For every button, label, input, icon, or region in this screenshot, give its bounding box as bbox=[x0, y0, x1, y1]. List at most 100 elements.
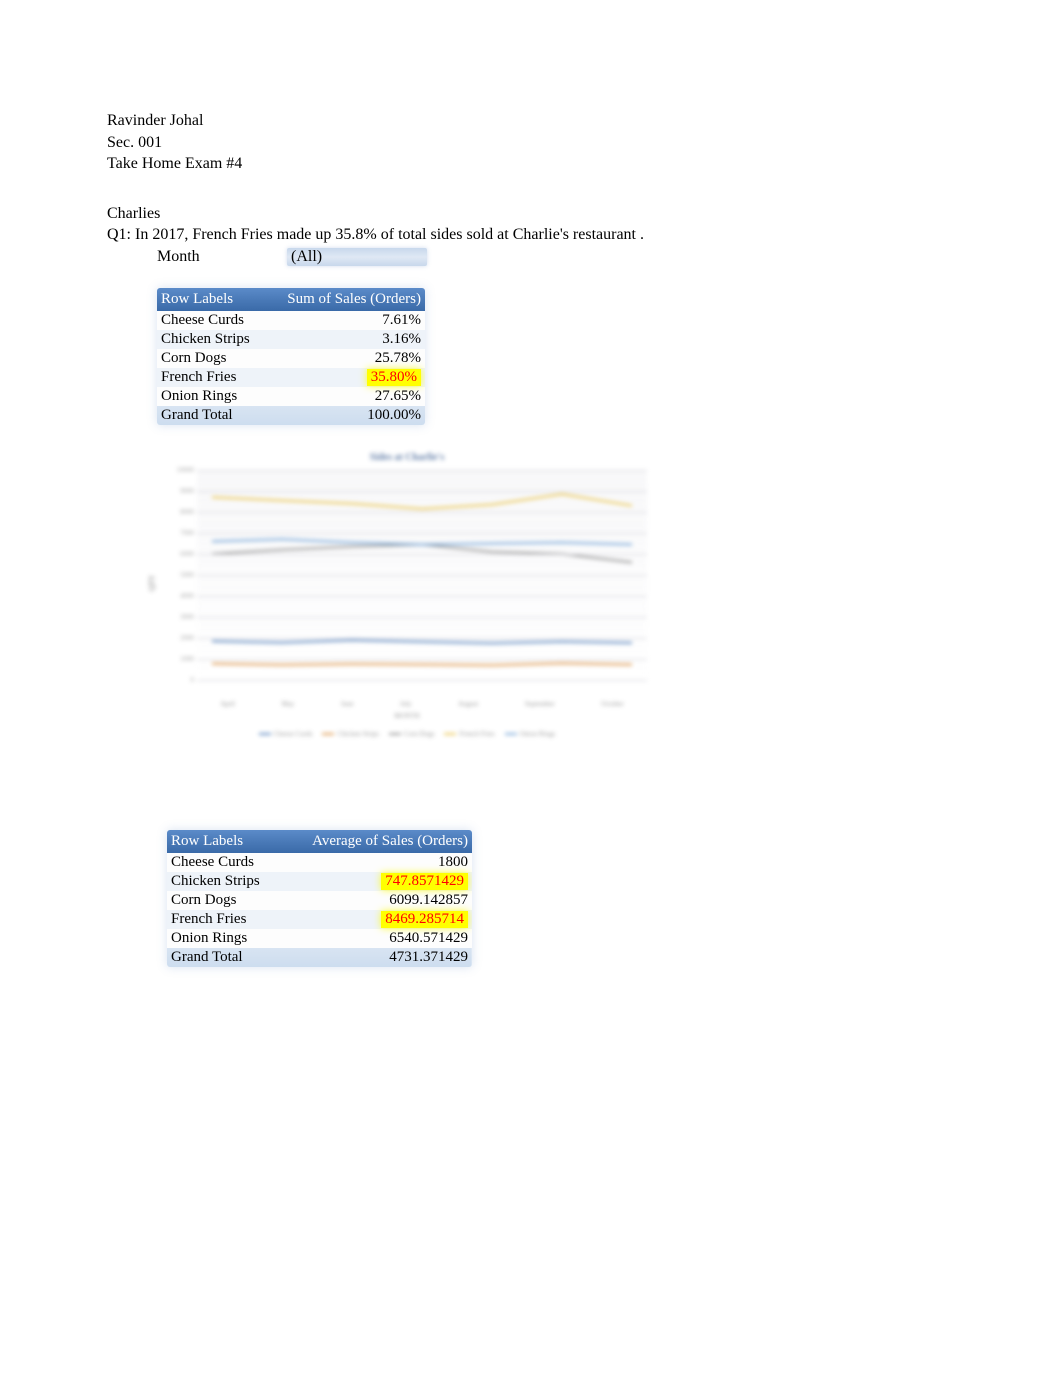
legend-label: Corn Dogs bbox=[404, 730, 435, 738]
legend-label: Onion Rings bbox=[520, 730, 556, 738]
chart-ytick: 6000 bbox=[172, 550, 194, 558]
grand-total-value: 4731.371429 bbox=[280, 948, 472, 967]
chart-series-line bbox=[212, 494, 632, 509]
table-row: Chicken Strips3.16% bbox=[157, 330, 425, 349]
legend-label: Chicken Strips bbox=[337, 730, 378, 738]
chart-yaxis-label: QTY bbox=[148, 575, 157, 591]
row-label: Onion Rings bbox=[157, 387, 266, 406]
row-value: 25.78% bbox=[266, 349, 425, 368]
row-value: 6099.142857 bbox=[280, 891, 472, 910]
highlighted-value: 747.8571429 bbox=[381, 873, 468, 890]
table-row: Cheese Curds7.61% bbox=[157, 311, 425, 330]
table-row: French Fries 35.80% bbox=[157, 368, 425, 387]
chart-legend: Cheese Curds Chicken Strips Corn Dogs Frenc… bbox=[157, 730, 657, 738]
row-label: Corn Dogs bbox=[167, 891, 280, 910]
section-title: Charlies bbox=[107, 203, 955, 225]
table-row: Chicken Strips747.8571429 bbox=[167, 872, 472, 891]
legend-label: Cheese Curds bbox=[274, 730, 313, 738]
chart-gridline bbox=[197, 596, 647, 597]
grand-total-value: 100.00% bbox=[266, 406, 425, 425]
pivot1-col-header-0: Row Labels bbox=[157, 288, 266, 311]
chart-ytick: 3000 bbox=[172, 613, 194, 621]
chart-ytick: 9000 bbox=[172, 487, 194, 495]
chart-xaxis: AprilMayJuneJulyAugustSeptemberOctober bbox=[197, 700, 647, 708]
chart-xaxis-label: MONTH bbox=[157, 712, 657, 720]
chart-series-line bbox=[212, 539, 632, 544]
chart-series-line bbox=[212, 640, 632, 643]
row-label: Corn Dogs bbox=[157, 349, 266, 368]
pivot2-col-header-0: Row Labels bbox=[167, 830, 280, 853]
legend-swatch bbox=[259, 733, 271, 735]
table-row: Corn Dogs25.78% bbox=[157, 349, 425, 368]
legend-item: Corn Dogs bbox=[389, 730, 435, 738]
row-label: Cheese Curds bbox=[157, 311, 266, 330]
row-label: Cheese Curds bbox=[167, 853, 280, 872]
chart-title: Sides at Charlie's bbox=[157, 452, 657, 463]
filter-value-dropdown[interactable]: (All) bbox=[287, 248, 427, 266]
chart-ytick: 5000 bbox=[172, 571, 194, 579]
row-value: 7.61% bbox=[266, 311, 425, 330]
row-value: 8469.285714 bbox=[280, 910, 472, 929]
pivot-filter-row: Month (All) bbox=[157, 248, 955, 266]
table-row: Cheese Curds1800 bbox=[167, 853, 472, 872]
table-row: French Fries 8469.285714 bbox=[167, 910, 472, 929]
chart-ytick: 8000 bbox=[172, 508, 194, 516]
legend-item: French Fries bbox=[444, 730, 494, 738]
chart-ytick: 1000 bbox=[172, 655, 194, 663]
question-1: Q1: In 2017, French Fries made up 35.8% … bbox=[107, 224, 955, 246]
grand-total-label: Grand Total bbox=[157, 406, 266, 425]
chart-plot-area bbox=[197, 470, 647, 680]
chart-ytick: 0 bbox=[172, 676, 194, 684]
pivot-table-avg-sales: Row Labels Average of Sales (Orders) Che… bbox=[167, 830, 472, 967]
chart-ytick: 4000 bbox=[172, 592, 194, 600]
row-value: 6540.571429 bbox=[280, 929, 472, 948]
chart-gridline bbox=[197, 554, 647, 555]
highlighted-value: 8469.285714 bbox=[381, 911, 468, 928]
row-label: French Fries bbox=[167, 910, 280, 929]
row-label: Chicken Strips bbox=[157, 330, 266, 349]
chart-xtick: October bbox=[601, 700, 624, 708]
chart-gridline bbox=[197, 575, 647, 576]
chart-ytick: 7000 bbox=[172, 529, 194, 537]
legend-item: Chicken Strips bbox=[322, 730, 378, 738]
sides-line-chart: Sides at Charlie's QTY 10000900080007000… bbox=[157, 450, 657, 740]
chart-gridline bbox=[197, 680, 647, 681]
legend-swatch bbox=[444, 733, 456, 735]
chart-xtick: April bbox=[220, 700, 235, 708]
chart-xtick: May bbox=[281, 700, 294, 708]
chart-gridline bbox=[197, 512, 647, 513]
legend-swatch bbox=[389, 733, 401, 735]
chart-gridline bbox=[197, 470, 647, 471]
chart-gridline bbox=[197, 659, 647, 660]
filter-label: Month bbox=[157, 248, 287, 266]
legend-label: French Fries bbox=[459, 730, 494, 738]
chart-xtick: July bbox=[400, 700, 412, 708]
chart-ytick: 2000 bbox=[172, 634, 194, 642]
chart-gridline bbox=[197, 533, 647, 534]
grand-total-row: Grand Total100.00% bbox=[157, 406, 425, 425]
chart-gridline bbox=[197, 491, 647, 492]
chart-ytick: 10000 bbox=[172, 466, 194, 474]
row-value: 27.65% bbox=[266, 387, 425, 406]
row-value: 3.16% bbox=[266, 330, 425, 349]
section-number: Sec. 001 bbox=[107, 132, 955, 154]
pivot-table-sum-sales: Row Labels Sum of Sales (Orders) Cheese … bbox=[157, 288, 425, 425]
highlighted-value: 35.80% bbox=[367, 369, 421, 386]
exam-title: Take Home Exam #4 bbox=[107, 153, 955, 175]
pivot2-col-header-1: Average of Sales (Orders) bbox=[280, 830, 472, 853]
grand-total-label: Grand Total bbox=[167, 948, 280, 967]
chart-series-line bbox=[212, 663, 632, 665]
row-label: Onion Rings bbox=[167, 929, 280, 948]
grand-total-row: Grand Total4731.371429 bbox=[167, 948, 472, 967]
legend-item: Cheese Curds bbox=[259, 730, 313, 738]
table-row: Onion Rings6540.571429 bbox=[167, 929, 472, 948]
row-value: 747.8571429 bbox=[280, 872, 472, 891]
chart-gridline bbox=[197, 638, 647, 639]
table-row: Corn Dogs6099.142857 bbox=[167, 891, 472, 910]
row-label: French Fries bbox=[157, 368, 266, 387]
chart-xtick: August bbox=[458, 700, 478, 708]
legend-swatch bbox=[505, 733, 517, 735]
legend-item: Onion Rings bbox=[505, 730, 556, 738]
chart-xtick: June bbox=[341, 700, 354, 708]
pivot1-col-header-1: Sum of Sales (Orders) bbox=[266, 288, 425, 311]
